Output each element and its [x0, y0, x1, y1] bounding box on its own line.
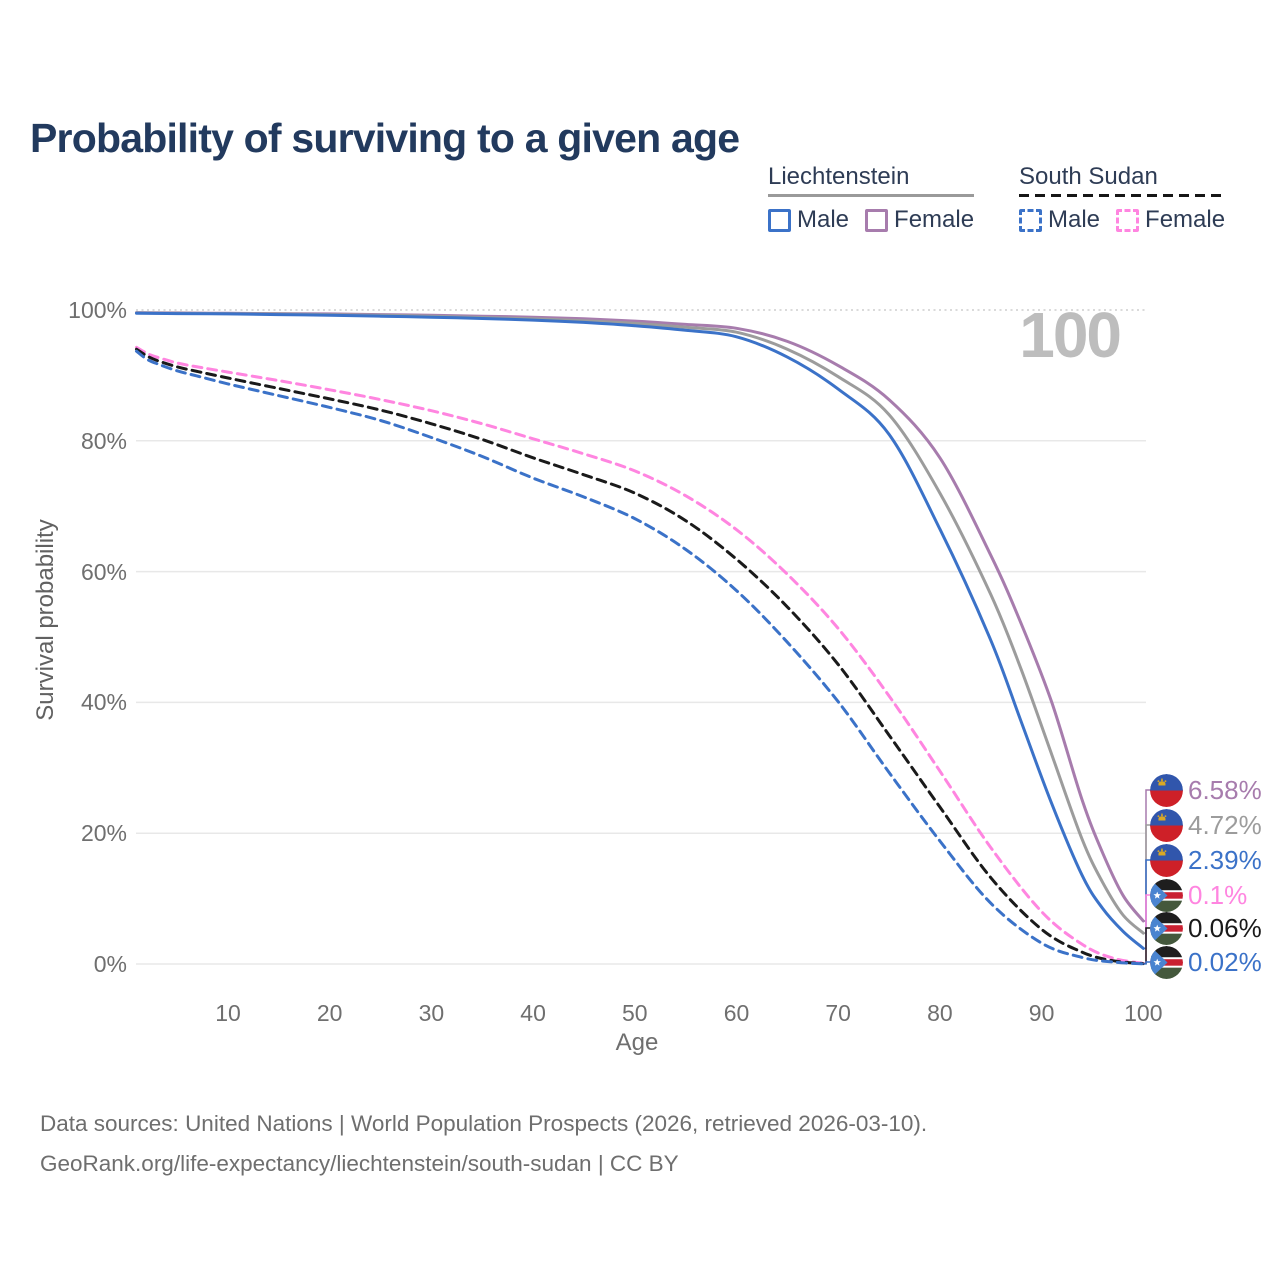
y-axis-tick-labels: 0% 20% 40% 60% 80% 100%	[0, 0, 127, 1280]
y-tick-label-80: 80%	[80, 427, 127, 454]
legend-item-liechtenstein-female[interactable]: Female	[865, 206, 974, 234]
end-label-value: 2.39%	[1188, 844, 1262, 875]
end-label-value: 6.58%	[1188, 774, 1262, 805]
y-tick-label-20: 20%	[80, 820, 127, 847]
legend-row-south-sudan: Male Female	[1019, 206, 1225, 234]
end-label-value: 0.02%	[1188, 946, 1262, 977]
end-label-south-sudan-both: 0.06%	[1150, 911, 1262, 945]
end-label-value: 0.1%	[1188, 879, 1248, 910]
legend-item-liechtenstein-male[interactable]: Male	[768, 206, 849, 234]
end-label-value: 4.72%	[1188, 809, 1262, 840]
curve-liechtenstein-female[interactable]	[135, 311, 1145, 923]
legend-swatch-liechtenstein-male	[768, 208, 791, 232]
curve-south-sudan-female[interactable]	[135, 345, 1145, 965]
end-label-liechtenstein-both: 4.72%	[1150, 808, 1262, 842]
legend-item-label: Male	[1048, 206, 1101, 233]
y-tick-label-60: 60%	[80, 558, 127, 585]
footer: Data sources: United Nations | World Pop…	[40, 1104, 927, 1184]
end-connector-south-sudan-male	[1143, 961, 1151, 965]
chart-title: Probability of surviving to a given age	[30, 115, 740, 162]
end-label-south-sudan-female: 0.1%	[1150, 878, 1247, 912]
curve-south-sudan-both[interactable]	[135, 347, 1145, 966]
legend-item-south-sudan-male[interactable]: Male	[1019, 206, 1100, 234]
legend-item-label: Female	[1145, 206, 1226, 233]
footer-url-line: GeoRank.org/life-expectancy/liechtenstei…	[40, 1151, 679, 1176]
legend-group-liechtenstein: Liechtenstein Male Female	[768, 163, 975, 234]
flag-liechtenstein-icon	[1150, 808, 1183, 842]
legend-underline-solid	[768, 194, 975, 197]
legend-country-liechtenstein: Liechtenstein	[768, 163, 910, 190]
legend-item-south-sudan-female[interactable]: Female	[1116, 206, 1225, 234]
curve-liechtenstein-male[interactable]	[135, 311, 1145, 950]
end-label-liechtenstein-male: 2.39%	[1150, 843, 1262, 877]
age-100-watermark: 100	[1019, 299, 1122, 371]
y-tick-label-40: 40%	[80, 689, 127, 716]
end-label-value: 0.06%	[1188, 912, 1262, 943]
flag-liechtenstein-icon	[1150, 773, 1183, 807]
end-label-south-sudan-male: 0.02%	[1150, 945, 1262, 979]
legend-swatch-liechtenstein-female	[865, 208, 889, 232]
x-axis-title: Age	[615, 1029, 659, 1056]
footer-source-line: Data sources: United Nations | World Pop…	[40, 1111, 928, 1136]
curve-liechtenstein-both[interactable]	[135, 311, 1145, 935]
flag-south-sudan-icon	[1150, 878, 1183, 912]
legend-item-label: Male	[797, 206, 850, 233]
legend-group-south-sudan: South Sudan Male Female	[1019, 163, 1226, 234]
end-label-liechtenstein-female: 6.58%	[1150, 773, 1262, 807]
y-tick-label-0: 0%	[93, 951, 127, 977]
legend-country-south-sudan: South Sudan	[1019, 163, 1158, 190]
curve-south-sudan-male[interactable]	[135, 349, 1145, 966]
flag-south-sudan-icon	[1150, 911, 1183, 945]
legend-swatch-south-sudan-male	[1019, 208, 1042, 232]
legend-swatch-south-sudan-female	[1116, 208, 1140, 232]
legend-row-liechtenstein: Male Female	[768, 206, 974, 234]
legend-underline-dashed	[1019, 194, 1226, 197]
y-tick-label-100: 100%	[68, 297, 127, 323]
flag-south-sudan-icon	[1150, 945, 1183, 979]
flag-liechtenstein-icon	[1150, 843, 1183, 877]
legend-item-label: Female	[894, 206, 975, 233]
